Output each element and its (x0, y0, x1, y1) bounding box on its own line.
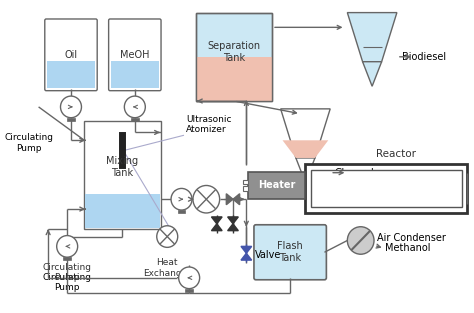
Polygon shape (241, 253, 252, 260)
Circle shape (347, 227, 374, 254)
Bar (64, 257, 71, 260)
Text: Mixing
Tank: Mixing Tank (106, 156, 138, 177)
FancyBboxPatch shape (109, 19, 161, 91)
Text: Biodiesel: Biodiesel (401, 52, 446, 62)
Polygon shape (241, 246, 252, 253)
Bar (67, 118, 75, 121)
Circle shape (61, 96, 82, 118)
Text: Circulating
Pump: Circulating Pump (43, 263, 91, 282)
Polygon shape (211, 224, 222, 231)
Bar (248, 172, 305, 199)
Bar (244, 180, 248, 184)
Bar (244, 187, 248, 191)
Circle shape (179, 267, 200, 289)
Text: Glycerol: Glycerol (335, 168, 375, 178)
Bar (131, 118, 139, 121)
Circle shape (57, 236, 78, 257)
Polygon shape (283, 140, 328, 158)
Text: Reactor: Reactor (376, 149, 416, 159)
Polygon shape (281, 109, 330, 158)
Bar (84, 121, 161, 229)
Polygon shape (233, 194, 240, 205)
Text: Ultrasonic
Atomizer: Ultrasonic Atomizer (186, 115, 232, 134)
Text: Oil: Oil (64, 50, 78, 60)
Text: MeOH: MeOH (120, 50, 150, 60)
Text: Heater: Heater (258, 181, 295, 191)
Circle shape (124, 96, 146, 118)
Text: Separation
Tank: Separation Tank (208, 41, 261, 63)
Polygon shape (228, 217, 238, 224)
Text: Methanol: Methanol (385, 243, 431, 253)
Bar (185, 289, 193, 291)
Text: Flash
Tank: Flash Tank (277, 241, 303, 263)
Text: Heat
Exchanger: Heat Exchanger (143, 258, 191, 278)
FancyBboxPatch shape (45, 19, 97, 91)
Bar (196, 13, 272, 101)
Bar (111, 61, 159, 88)
Text: Air Condenser: Air Condenser (377, 233, 446, 243)
Bar (311, 170, 462, 207)
Bar (178, 210, 185, 213)
Bar (85, 194, 160, 228)
Polygon shape (296, 158, 315, 182)
Circle shape (171, 188, 192, 210)
Text: Valve: Valve (255, 250, 281, 260)
Polygon shape (211, 217, 222, 224)
Polygon shape (363, 62, 382, 86)
Text: Circulating
Pump: Circulating Pump (43, 273, 91, 292)
Bar (196, 13, 272, 101)
Circle shape (193, 186, 219, 213)
Bar (47, 61, 95, 88)
Polygon shape (226, 194, 233, 205)
Circle shape (157, 226, 178, 247)
Polygon shape (228, 224, 238, 231)
FancyBboxPatch shape (254, 225, 327, 280)
Text: Circulating
Pump: Circulating Pump (5, 133, 54, 153)
Bar (305, 164, 467, 213)
Bar (196, 57, 272, 101)
Polygon shape (347, 13, 397, 62)
